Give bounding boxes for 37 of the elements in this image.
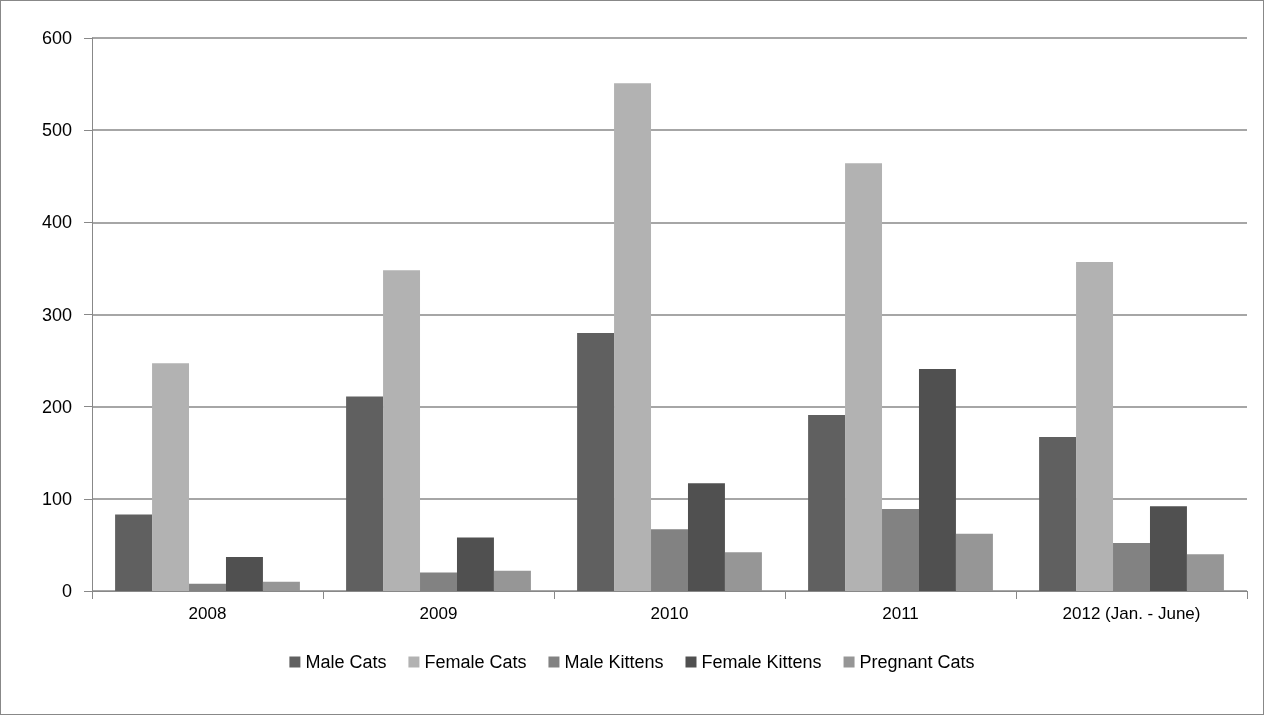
bar	[1186, 554, 1224, 591]
bar	[383, 270, 421, 591]
legend-label: Female Kittens	[701, 652, 822, 672]
x-tick-label: 2010	[650, 604, 689, 623]
y-tick-label: 300	[41, 304, 72, 325]
bar	[724, 552, 762, 591]
bar	[577, 332, 615, 591]
bar	[845, 163, 883, 591]
bar	[262, 581, 300, 591]
x-tick-label: 2012 (Jan. - June)	[1062, 604, 1201, 623]
bar	[1149, 506, 1187, 591]
x-tick-label: 2008	[188, 604, 227, 623]
bar	[115, 514, 153, 591]
bar	[346, 396, 384, 591]
legend-label: Pregnant Cats	[859, 652, 975, 672]
bar	[1039, 437, 1077, 591]
x-tick-label: 2009	[419, 604, 458, 623]
y-tick-label: 0	[61, 581, 72, 601]
legend-label: Male Kittens	[564, 652, 664, 672]
bar	[955, 533, 993, 591]
bar	[687, 483, 725, 591]
bar	[152, 363, 190, 591]
legend-label: Male Cats	[305, 652, 387, 672]
bar	[225, 556, 263, 591]
x-tick-label: 2011	[882, 604, 919, 623]
y-tick-label: 200	[41, 396, 72, 417]
y-tick-label: 500	[41, 120, 72, 141]
bar	[808, 414, 846, 591]
y-tick-label: 600	[41, 28, 72, 48]
bar	[1076, 261, 1114, 591]
y-tick-label: 400	[41, 212, 72, 233]
bar	[918, 368, 956, 591]
bar	[493, 570, 531, 591]
y-tick-label: 100	[41, 488, 72, 509]
bar	[456, 537, 494, 591]
legend-label: Female Cats	[424, 652, 527, 672]
bar	[614, 83, 652, 591]
